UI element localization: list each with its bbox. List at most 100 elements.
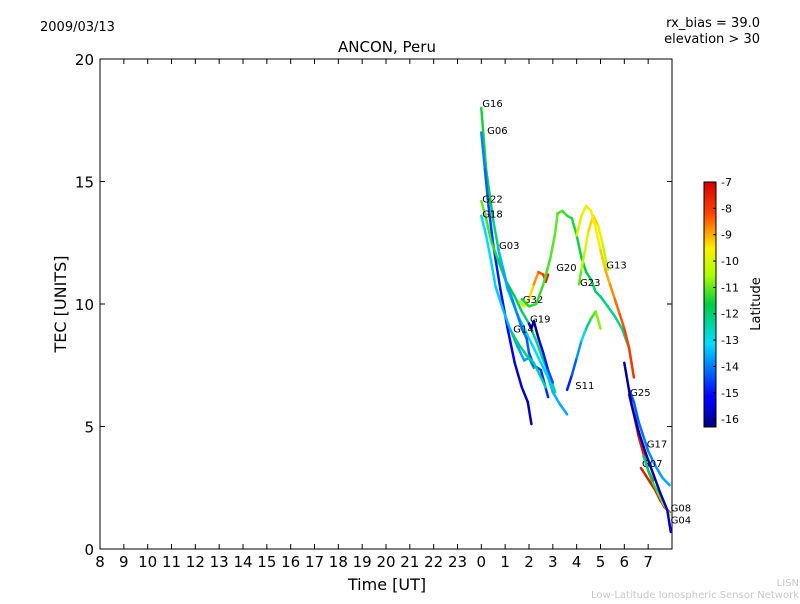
colorbar-label: Latitude — [749, 277, 764, 331]
series-segment — [613, 297, 621, 316]
series-segment — [551, 390, 562, 406]
series-segment — [539, 376, 547, 389]
series-label: G13 — [606, 261, 626, 272]
series-segment — [592, 214, 600, 227]
x-tick-label: 13 — [210, 553, 229, 571]
x-tick-label: 21 — [400, 553, 419, 571]
footer-network: Low-Latitude Ionospheric Sensor Network — [591, 590, 799, 600]
series-segment — [526, 400, 533, 426]
series-segment — [532, 270, 540, 286]
x-tick-label: 2 — [524, 553, 534, 571]
series-segment — [549, 231, 557, 259]
rx-bias-label: rx_bias = 39.0 — [666, 16, 760, 31]
colorbar-tick-label: -16 — [721, 413, 739, 426]
series-segment — [483, 168, 490, 208]
series-segment — [577, 268, 583, 286]
series-segment — [623, 361, 633, 406]
series-segment — [632, 400, 640, 423]
series-label: G04 — [671, 516, 691, 527]
series-segment — [594, 310, 602, 330]
series-segment — [594, 226, 602, 252]
x-tick-label: 8 — [95, 553, 105, 571]
colorbar-tick-label: -8 — [721, 202, 732, 215]
series-segment — [658, 491, 669, 512]
y-tick-label: 20 — [75, 51, 94, 69]
series-segment — [494, 285, 505, 311]
series-segment — [584, 270, 593, 281]
series-segment — [570, 217, 578, 237]
series-label: G18 — [482, 209, 502, 220]
series-segment — [520, 297, 531, 308]
series-g13 — [575, 204, 636, 379]
series-label: S11 — [575, 381, 594, 392]
series-segment — [546, 376, 555, 394]
y-tick-label: 15 — [75, 174, 94, 192]
series-segment — [639, 466, 648, 477]
series-segment — [580, 248, 587, 271]
series-segment — [570, 356, 578, 377]
series-segment — [511, 297, 519, 316]
series-segment — [484, 217, 493, 242]
series-segment — [501, 266, 509, 289]
x-tick-label: 19 — [353, 553, 372, 571]
x-tick-label: 17 — [305, 553, 324, 571]
y-axis: 0 5 10 15 20 — [75, 51, 672, 559]
series-segment — [520, 327, 528, 340]
colorbar-tick-label: -12 — [721, 308, 739, 321]
series-segment — [534, 283, 545, 306]
series-g19 — [527, 319, 555, 384]
series-segment — [542, 256, 552, 286]
colorbar-tick-label: -13 — [721, 334, 739, 347]
y-tick-label: 5 — [84, 419, 94, 437]
series-segment — [553, 212, 559, 235]
series-label: G07 — [642, 459, 662, 470]
series-segment — [642, 435, 650, 453]
series-segment — [613, 315, 624, 330]
x-tick-label: 5 — [596, 553, 606, 571]
series-segment — [642, 454, 650, 472]
series-segment — [518, 344, 528, 357]
x-tick-label: 10 — [138, 553, 157, 571]
colorbar-tick-label: -15 — [721, 387, 739, 400]
x-tick-label: 11 — [162, 553, 181, 571]
series-segment — [575, 339, 583, 360]
series-label: G32 — [523, 295, 543, 306]
series-segment — [534, 339, 545, 362]
series-segment — [604, 268, 612, 286]
series-g16 — [480, 106, 569, 416]
series-segment — [599, 295, 609, 308]
series-segment — [506, 327, 516, 365]
series-segment — [484, 234, 493, 262]
series-g06 — [480, 131, 533, 426]
x-tick-label: 22 — [424, 553, 443, 571]
series-segment — [513, 361, 524, 389]
series-segment — [646, 449, 657, 467]
colorbar-ticks: -7 -8 -9 -10 -11 -12 -13 -14 -15 -16 — [713, 176, 739, 426]
x-tick-label: 6 — [620, 553, 630, 571]
series-segment — [506, 285, 514, 301]
series-label: G03 — [499, 241, 519, 252]
series-segment — [515, 312, 524, 330]
y-axis-title: TEC [UNITS] — [51, 256, 70, 354]
series-segment — [668, 523, 673, 534]
series-g14 — [511, 332, 547, 389]
colorbar-tick-label: -14 — [721, 360, 739, 373]
x-tick-label: 15 — [257, 553, 276, 571]
x-tick-label: 20 — [376, 553, 395, 571]
x-tick-label: 9 — [119, 553, 129, 571]
x-axis-title: Time [UT] — [347, 575, 426, 594]
series-segment — [525, 332, 536, 350]
series-label: G16 — [482, 99, 502, 110]
series-segment — [532, 319, 540, 340]
y-tick-label: 10 — [75, 296, 94, 314]
series-segment — [489, 258, 497, 289]
series-segment — [589, 278, 597, 294]
series-segment — [601, 243, 609, 271]
series-segment — [644, 452, 655, 475]
x-tick-label: 3 — [548, 553, 558, 571]
elevation-label: elevation > 30 — [664, 32, 760, 47]
series-segment — [532, 361, 543, 379]
series-segment — [489, 239, 500, 262]
series-segment — [630, 403, 640, 433]
